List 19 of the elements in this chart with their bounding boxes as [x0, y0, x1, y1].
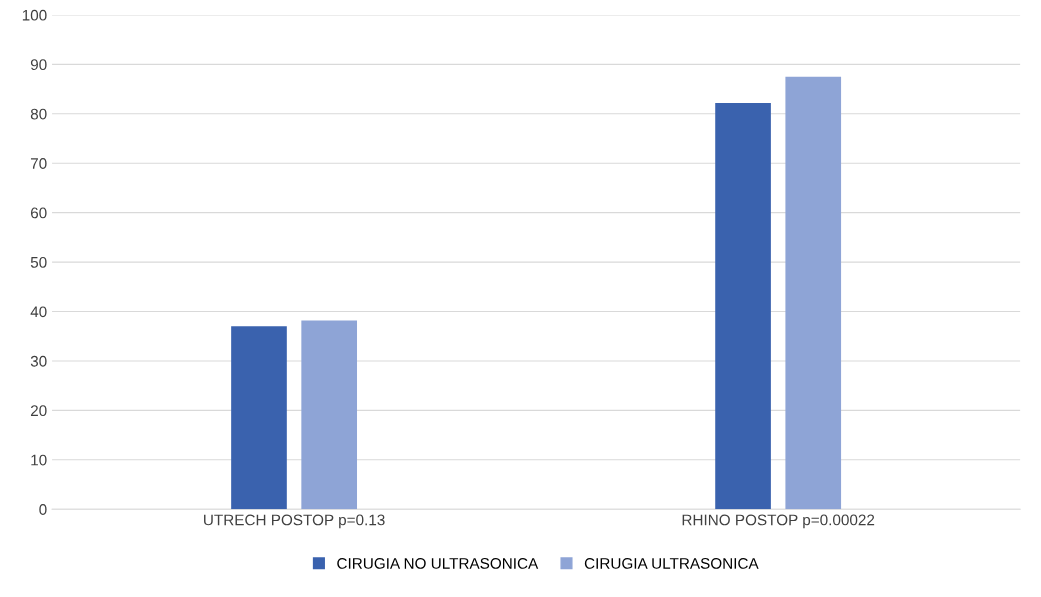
y-tick-label: 40	[30, 306, 47, 318]
bar	[715, 102, 771, 510]
bar	[785, 76, 842, 510]
y-tick-label: 20	[30, 405, 47, 417]
legend-label: CIRUGIA NO ULTRASONICA	[337, 558, 539, 569]
x-tick-label: UTRECH POSTOP p=0.13	[204, 514, 385, 529]
y-tick-label: 50	[30, 256, 47, 268]
y-tick-label: 100	[22, 9, 47, 21]
bar	[231, 326, 287, 510]
legend-label: CIRUGIA ULTRASONICA	[584, 558, 759, 569]
x-tick-label: RHINO POSTOP p=0.00022	[682, 514, 875, 529]
y-tick-label: 10	[31, 454, 47, 466]
y-tick-label: 0	[39, 504, 47, 515]
y-tick-label: 60	[30, 207, 47, 219]
y-tick-label: 80	[30, 108, 47, 120]
bar	[301, 320, 358, 510]
y-tick-label: 90	[30, 59, 47, 71]
y-tick-label: 70	[30, 158, 47, 169]
y-tick-label: 30	[30, 355, 47, 367]
